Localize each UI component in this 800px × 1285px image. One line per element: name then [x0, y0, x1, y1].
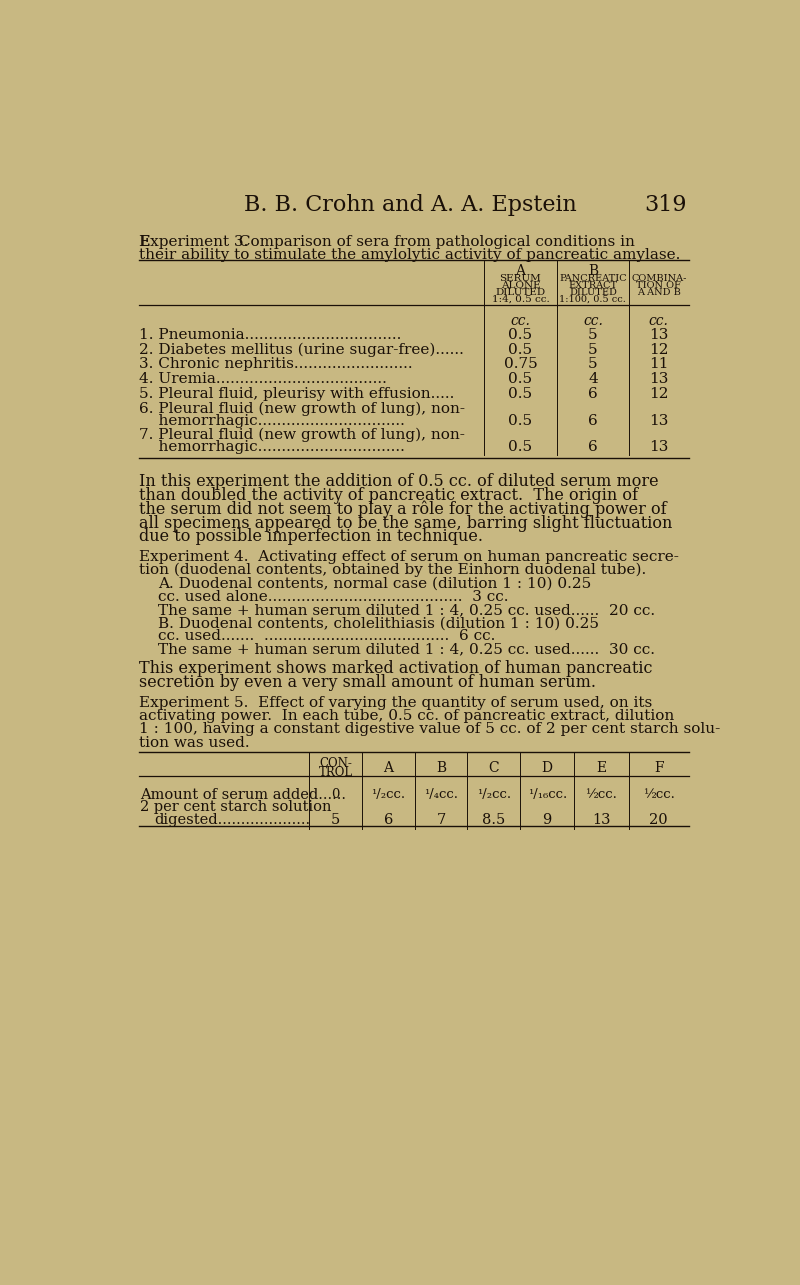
Text: 0.5: 0.5 — [508, 373, 533, 386]
Text: 5: 5 — [331, 812, 340, 826]
Text: 6: 6 — [384, 812, 393, 826]
Text: B. Duodenal contents, cholelithiasis (dilution 1 : 10) 0.25: B. Duodenal contents, cholelithiasis (di… — [158, 617, 599, 630]
Text: 0.5: 0.5 — [508, 387, 533, 401]
Text: cc.: cc. — [510, 315, 530, 329]
Text: In this experiment the addition of 0.5 cc. of diluted serum more: In this experiment the addition of 0.5 c… — [138, 473, 658, 490]
Text: cc.: cc. — [649, 315, 669, 329]
Text: C: C — [488, 761, 499, 775]
Text: 7. Pleural fluid (new growth of lung), non-: 7. Pleural fluid (new growth of lung), n… — [138, 428, 465, 442]
Text: ¹/₂cc.: ¹/₂cc. — [371, 788, 406, 801]
Text: due to possible imperfection in technique.: due to possible imperfection in techniqu… — [138, 528, 482, 545]
Text: SERUM: SERUM — [499, 274, 542, 283]
Text: tion (duodenal contents, obtained by the Einhorn duodenal tube).: tion (duodenal contents, obtained by the… — [138, 563, 646, 577]
Text: 11: 11 — [649, 357, 669, 371]
Text: B: B — [436, 761, 446, 775]
Text: hemorrhagic...............................: hemorrhagic.............................… — [138, 439, 405, 454]
Text: cc.: cc. — [583, 315, 603, 329]
Text: A. Duodenal contents, normal case (dilution 1 : 10) 0.25: A. Duodenal contents, normal case (dilut… — [158, 577, 591, 591]
Text: COMBINA-: COMBINA- — [631, 274, 686, 283]
Text: 4. Uremia....................................: 4. Uremia...............................… — [138, 373, 386, 386]
Text: their ability to stimulate the amylolytic activity of pancreatic amylase.: their ability to stimulate the amylolyti… — [138, 248, 680, 262]
Text: 6: 6 — [588, 439, 598, 454]
Text: DILUTED: DILUTED — [569, 288, 617, 297]
Text: 2 per cent starch solution: 2 per cent starch solution — [140, 801, 332, 815]
Text: 0.5: 0.5 — [508, 439, 533, 454]
Text: The same + human serum diluted 1 : 4, 0.25 cc. used......  20 cc.: The same + human serum diluted 1 : 4, 0.… — [158, 603, 655, 617]
Text: PANCREATIC: PANCREATIC — [559, 274, 626, 283]
Text: ¹/₂cc.: ¹/₂cc. — [477, 788, 510, 801]
Text: Experiment 4.  Activating effect of serum on human pancreatic secre-: Experiment 4. Activating effect of serum… — [138, 550, 678, 564]
Text: CON-: CON- — [319, 757, 352, 770]
Text: hemorrhagic...............................: hemorrhagic.............................… — [138, 414, 405, 428]
Text: F: F — [654, 761, 663, 775]
Text: The same + human serum diluted 1 : 4, 0.25 cc. used......  30 cc.: The same + human serum diluted 1 : 4, 0.… — [158, 642, 655, 657]
Text: ALONE: ALONE — [501, 281, 540, 290]
Text: tion was used.: tion was used. — [138, 735, 250, 749]
Text: 1. Pneumonia.................................: 1. Pneumonia............................… — [138, 328, 401, 342]
Text: 5: 5 — [588, 328, 598, 342]
Text: 1:4, 0.5 cc.: 1:4, 0.5 cc. — [491, 296, 550, 305]
Text: digested....................: digested.................... — [154, 812, 310, 826]
Text: 12: 12 — [649, 387, 669, 401]
Text: 0.5: 0.5 — [508, 414, 533, 428]
Text: 5: 5 — [588, 343, 598, 357]
Text: 3. Chronic nephritis.........................: 3. Chronic nephritis....................… — [138, 357, 412, 371]
Text: 6: 6 — [588, 387, 598, 401]
Text: 6: 6 — [588, 414, 598, 428]
Text: ¹/₄cc.: ¹/₄cc. — [424, 788, 458, 801]
Text: 5: 5 — [588, 357, 598, 371]
Text: 7: 7 — [436, 812, 446, 826]
Text: activating power.  In each tube, 0.5 cc. of pancreatic extract, dilution: activating power. In each tube, 0.5 cc. … — [138, 709, 674, 723]
Text: DILUTED: DILUTED — [495, 288, 546, 297]
Text: 2. Diabetes mellitus (urine sugar-free)......: 2. Diabetes mellitus (urine sugar-free).… — [138, 343, 464, 357]
Text: Experiment 3.: Experiment 3. — [138, 235, 248, 249]
Text: Amount of serum added......: Amount of serum added...... — [140, 788, 346, 802]
Text: Comparison of sera from pathological conditions in: Comparison of sera from pathological con… — [234, 235, 635, 249]
Text: 13: 13 — [649, 373, 669, 386]
Text: Experiment 5.  Effect of varying the quantity of serum used, on its: Experiment 5. Effect of varying the quan… — [138, 696, 652, 711]
Text: 13: 13 — [649, 439, 669, 454]
Text: than doubled the activity of pancreatic extract.  The origin of: than doubled the activity of pancreatic … — [138, 487, 638, 504]
Text: 12: 12 — [649, 343, 669, 357]
Text: 1 : 100, having a constant digestive value of 5 cc. of 2 per cent starch solu-: 1 : 100, having a constant digestive val… — [138, 722, 720, 736]
Text: 13: 13 — [592, 812, 610, 826]
Text: ½cc.: ½cc. — [643, 788, 674, 801]
Text: 0.75: 0.75 — [503, 357, 538, 371]
Text: 1:100, 0.5 cc.: 1:100, 0.5 cc. — [559, 296, 626, 305]
Text: ¹/₁₆cc.: ¹/₁₆cc. — [527, 788, 566, 801]
Text: B. B. Crohn and A. A. Epstein: B. B. Crohn and A. A. Epstein — [244, 194, 576, 216]
Text: ½cc.: ½cc. — [586, 788, 618, 801]
Text: 13: 13 — [649, 414, 669, 428]
Text: cc. used alone.........................................  3 cc.: cc. used alone..........................… — [158, 590, 509, 604]
Text: 8.5: 8.5 — [482, 812, 506, 826]
Text: 6. Pleural fluid (new growth of lung), non-: 6. Pleural fluid (new growth of lung), n… — [138, 401, 465, 416]
Text: TROL: TROL — [318, 766, 353, 779]
Text: 0.5: 0.5 — [508, 343, 533, 357]
Text: 20: 20 — [650, 812, 668, 826]
Text: 4: 4 — [588, 373, 598, 386]
Text: D: D — [542, 761, 553, 775]
Text: 13: 13 — [649, 328, 669, 342]
Text: 5. Pleural fluid, pleurisy with effusion.....: 5. Pleural fluid, pleurisy with effusion… — [138, 387, 454, 401]
Text: secretion by even a very small amount of human serum.: secretion by even a very small amount of… — [138, 673, 596, 691]
Text: 319: 319 — [645, 194, 687, 216]
Text: cc. used.......  .......................................  6 cc.: cc. used....... ........................… — [158, 630, 495, 644]
Text: 0: 0 — [331, 788, 340, 801]
Text: the serum did not seem to play a rôle for the activating power of: the serum did not seem to play a rôle fo… — [138, 501, 666, 518]
Text: 0.5: 0.5 — [508, 328, 533, 342]
Text: E: E — [596, 761, 606, 775]
Text: A AND B: A AND B — [637, 288, 681, 297]
Text: TION OF: TION OF — [636, 281, 682, 290]
Text: A: A — [515, 265, 526, 279]
Text: A: A — [383, 761, 394, 775]
Text: This experiment shows marked activation of human pancreatic: This experiment shows marked activation … — [138, 660, 652, 677]
Text: B: B — [588, 265, 598, 279]
Text: E: E — [138, 235, 150, 249]
Text: all specimens appeared to be the same, barring slight fluctuation: all specimens appeared to be the same, b… — [138, 514, 672, 532]
Text: 9: 9 — [542, 812, 552, 826]
Text: EXTRACT: EXTRACT — [568, 281, 618, 290]
